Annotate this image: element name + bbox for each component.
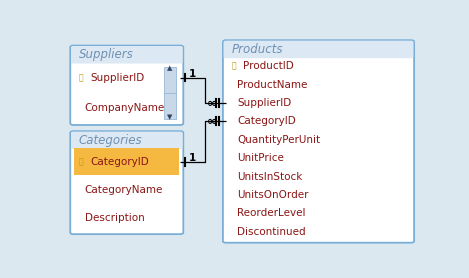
Text: SupplierID: SupplierID bbox=[237, 98, 292, 108]
Text: UnitPrice: UnitPrice bbox=[237, 153, 284, 163]
Text: SupplierID: SupplierID bbox=[91, 73, 145, 83]
FancyBboxPatch shape bbox=[70, 46, 183, 125]
Text: Description: Description bbox=[85, 213, 144, 223]
Text: Suppliers: Suppliers bbox=[79, 48, 133, 61]
Text: ▼: ▼ bbox=[167, 114, 173, 120]
Text: 1: 1 bbox=[189, 69, 196, 79]
Text: ReorderLevel: ReorderLevel bbox=[237, 208, 306, 219]
Text: 🔑: 🔑 bbox=[79, 157, 83, 167]
Text: UnitsInStock: UnitsInStock bbox=[237, 172, 303, 182]
Text: 🔑: 🔑 bbox=[79, 73, 83, 82]
FancyBboxPatch shape bbox=[71, 46, 182, 64]
FancyBboxPatch shape bbox=[70, 131, 183, 234]
Text: CompanyName: CompanyName bbox=[85, 103, 165, 113]
Text: UnitsOnOrder: UnitsOnOrder bbox=[237, 190, 309, 200]
Text: ∞: ∞ bbox=[207, 97, 217, 110]
Text: ∞: ∞ bbox=[207, 115, 217, 128]
Text: QuantityPerUnit: QuantityPerUnit bbox=[237, 135, 321, 145]
FancyBboxPatch shape bbox=[223, 40, 414, 243]
Text: Categories: Categories bbox=[79, 134, 142, 147]
Text: Products: Products bbox=[231, 43, 283, 56]
Text: CategoryID: CategoryID bbox=[91, 157, 149, 167]
Text: Discontinued: Discontinued bbox=[237, 227, 306, 237]
Text: CategoryName: CategoryName bbox=[85, 185, 163, 195]
Text: 🔑: 🔑 bbox=[232, 62, 236, 71]
Text: 1: 1 bbox=[189, 153, 196, 163]
Bar bbox=[74, 148, 179, 175]
Bar bbox=[164, 67, 176, 119]
FancyBboxPatch shape bbox=[71, 131, 182, 149]
Text: ▲: ▲ bbox=[167, 66, 173, 71]
Text: ProductName: ProductName bbox=[237, 80, 308, 90]
FancyBboxPatch shape bbox=[224, 41, 413, 58]
Text: ProductID: ProductID bbox=[243, 61, 294, 71]
Text: CategoryID: CategoryID bbox=[237, 116, 296, 126]
